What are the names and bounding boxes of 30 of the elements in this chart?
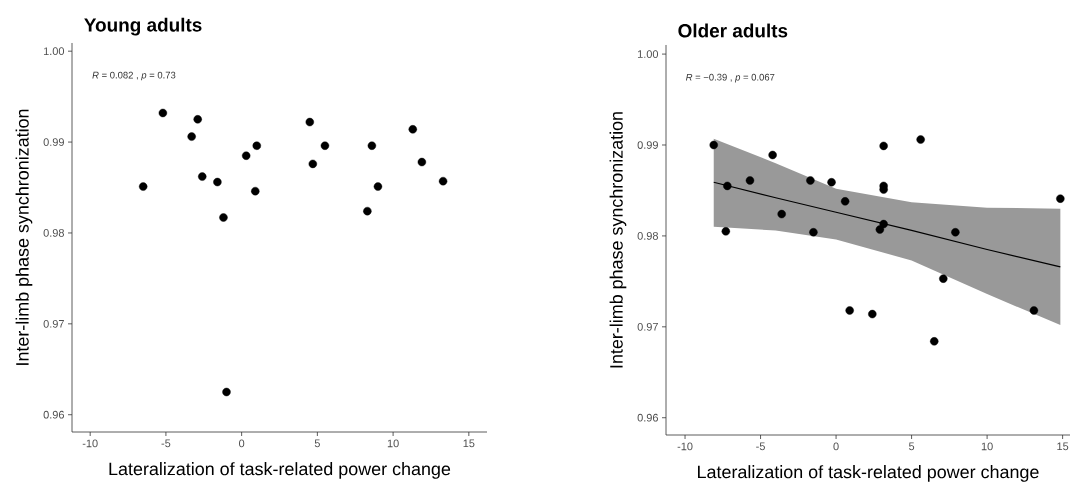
y-tick-label: 0.98 <box>43 229 64 237</box>
x-tick-label: -10 <box>82 439 98 448</box>
x-tick-label: 10 <box>387 439 399 448</box>
annotation: R = −0.39 , p = 0.067 <box>685 73 775 83</box>
x-tick-label: 15 <box>1057 442 1069 451</box>
y-tick-label: 0.99 <box>43 138 64 146</box>
y-tick-label: 1.00 <box>637 50 659 58</box>
y-tick-label: 0.97 <box>43 319 64 328</box>
x-tick-label: 0 <box>833 442 839 451</box>
x-axis-title: Lateralization of task-related power change <box>698 465 1039 482</box>
x-tick-label: 5 <box>908 442 915 451</box>
chart-title: Older adults <box>678 23 788 38</box>
x-axis-title: Lateralization of task-related power change <box>109 462 451 479</box>
x-tick-label: -5 <box>756 442 765 451</box>
annotation: R = 0.082 , p = 0.73 <box>92 71 176 81</box>
x-tick-label: -10 <box>677 442 693 451</box>
y-tick-label: 0.97 <box>637 322 658 331</box>
y-tick-label: 0.96 <box>43 410 64 419</box>
y-axis-title: Inter-limb phase synchronization <box>609 112 627 368</box>
x-tick-label: -5 <box>161 439 171 448</box>
y-axis-title: Inter-limb phase synchronization <box>15 109 33 365</box>
y-tick-label: 0.98 <box>637 232 658 240</box>
x-tick-label: 5 <box>314 439 320 448</box>
x-tick-label: 15 <box>463 439 475 448</box>
x-tick-label: 0 <box>239 439 245 448</box>
y-tick-label: 0.99 <box>637 141 658 149</box>
chart-title: Young adults <box>84 17 202 36</box>
x-tick-label: 10 <box>981 442 993 451</box>
y-tick-label: 1.00 <box>43 47 65 56</box>
y-tick-label: 0.96 <box>637 413 658 422</box>
